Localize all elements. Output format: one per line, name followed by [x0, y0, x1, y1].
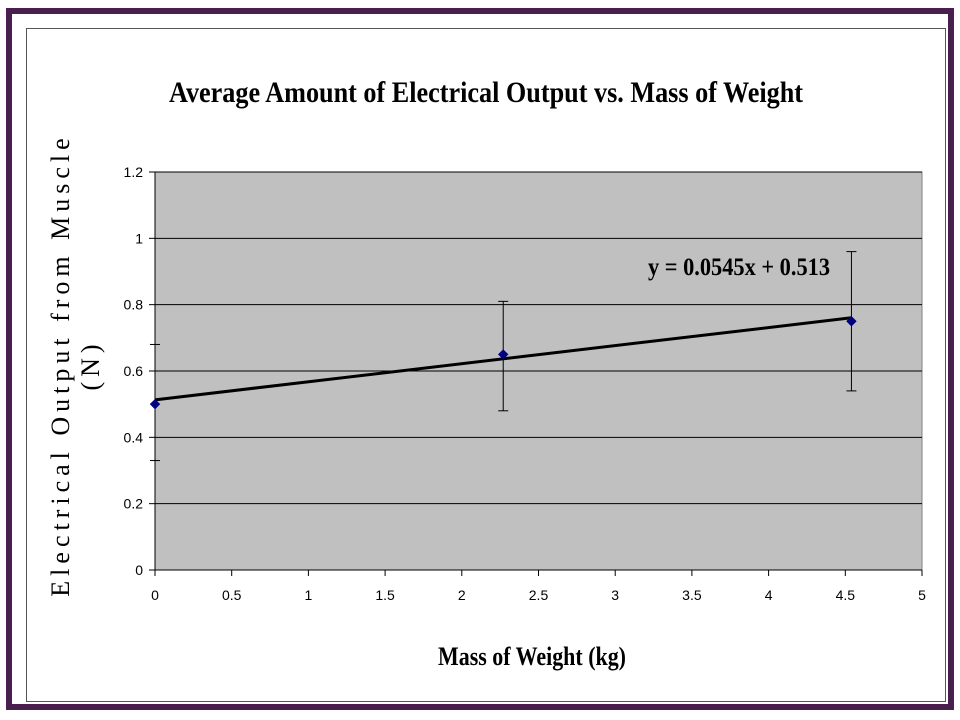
- chart-svg: Average Amount of Electrical Output vs. …: [46, 76, 926, 671]
- y-axis-title-line2: (N): [76, 339, 105, 390]
- gridlines: [155, 171, 922, 505]
- x-axis-ticks: 0 0.5 1 1.5 2 2.5 3 3.5 4 4.5 5: [151, 570, 926, 603]
- x-tick-label: 1: [305, 587, 313, 603]
- trendline-equation: y = 0.0545x + 0.513: [648, 254, 830, 281]
- chart-title: Average Amount of Electrical Output vs. …: [169, 76, 803, 109]
- x-tick-label: 5: [918, 587, 926, 603]
- data-point: [149, 398, 161, 410]
- slide-frame: Average Amount of Electrical Output vs. …: [6, 8, 954, 710]
- y-tick-label: 1.2: [124, 164, 144, 180]
- data-point: [498, 349, 509, 360]
- x-tick-label: 0.5: [222, 587, 242, 603]
- x-tick-label: 2: [458, 587, 466, 603]
- y-tick-label: 0.4: [124, 429, 144, 445]
- x-tick-label: 4: [765, 587, 773, 603]
- y-tick-label: 0: [135, 562, 143, 578]
- x-tick-label: 4.5: [836, 587, 856, 603]
- chart-area: Average Amount of Electrical Output vs. …: [26, 28, 946, 702]
- y-axis-title: Electrical Output from Muscle(N): [46, 133, 105, 596]
- y-tick-label: 0.2: [124, 496, 144, 512]
- data-points: [149, 316, 857, 410]
- y-tick-label: 1: [135, 230, 143, 246]
- data-point: [846, 316, 857, 327]
- y-axis-title-line1: Electrical Output from Muscle: [46, 133, 75, 596]
- x-axis-title: Mass of Weight (kg): [438, 642, 626, 671]
- y-tick-label: 0.6: [124, 363, 144, 379]
- y-tick-label: 0.8: [124, 297, 144, 313]
- x-tick-label: 3.5: [682, 587, 702, 603]
- x-tick-label: 2.5: [529, 587, 549, 603]
- x-tick-label: 3: [611, 587, 619, 603]
- x-tick-label: 1.5: [375, 587, 395, 603]
- x-tick-label: 0: [151, 587, 159, 603]
- y-axis-ticks: 0 0.2 0.4 0.6 0.8 1 1.2: [124, 164, 155, 578]
